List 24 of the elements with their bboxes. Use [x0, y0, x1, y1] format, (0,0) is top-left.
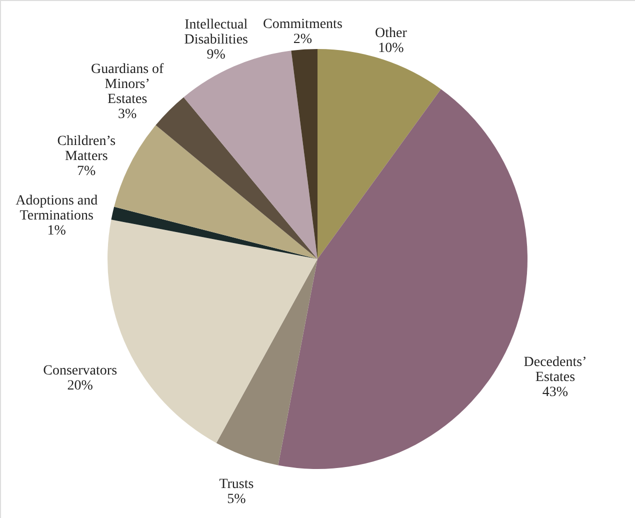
slice-label: Trusts [219, 477, 254, 492]
slice-label: Conservators [43, 364, 118, 379]
data-label: 7% [77, 164, 96, 180]
pie-slice [156, 97, 318, 259]
pie-slice [114, 125, 318, 259]
pie-slice [184, 50, 318, 259]
pie-slice [216, 259, 318, 466]
data-label: 5% [227, 492, 246, 508]
data-label: 43% [542, 384, 568, 400]
slice-label: Decedents’ Estates [524, 354, 587, 385]
pie-slice [111, 206, 318, 259]
data-label: 9% [206, 48, 226, 63]
slice-label: Guardians of Minors’ Estates [91, 62, 164, 107]
slice-label: Adoptions and Terminations [16, 194, 98, 224]
slice-label: Other [375, 26, 408, 41]
data-label: 3% [118, 106, 138, 122]
slice-label: Commitments [263, 17, 342, 32]
slice-label: Children’s Matters [57, 134, 116, 164]
slice-label: Intellectual Disabilities [184, 18, 248, 48]
data-label: 1% [47, 224, 66, 239]
data-label: 10% [378, 40, 404, 56]
data-label: 20% [67, 378, 94, 394]
pie-slice [291, 49, 318, 259]
data-label: 2% [293, 32, 312, 48]
